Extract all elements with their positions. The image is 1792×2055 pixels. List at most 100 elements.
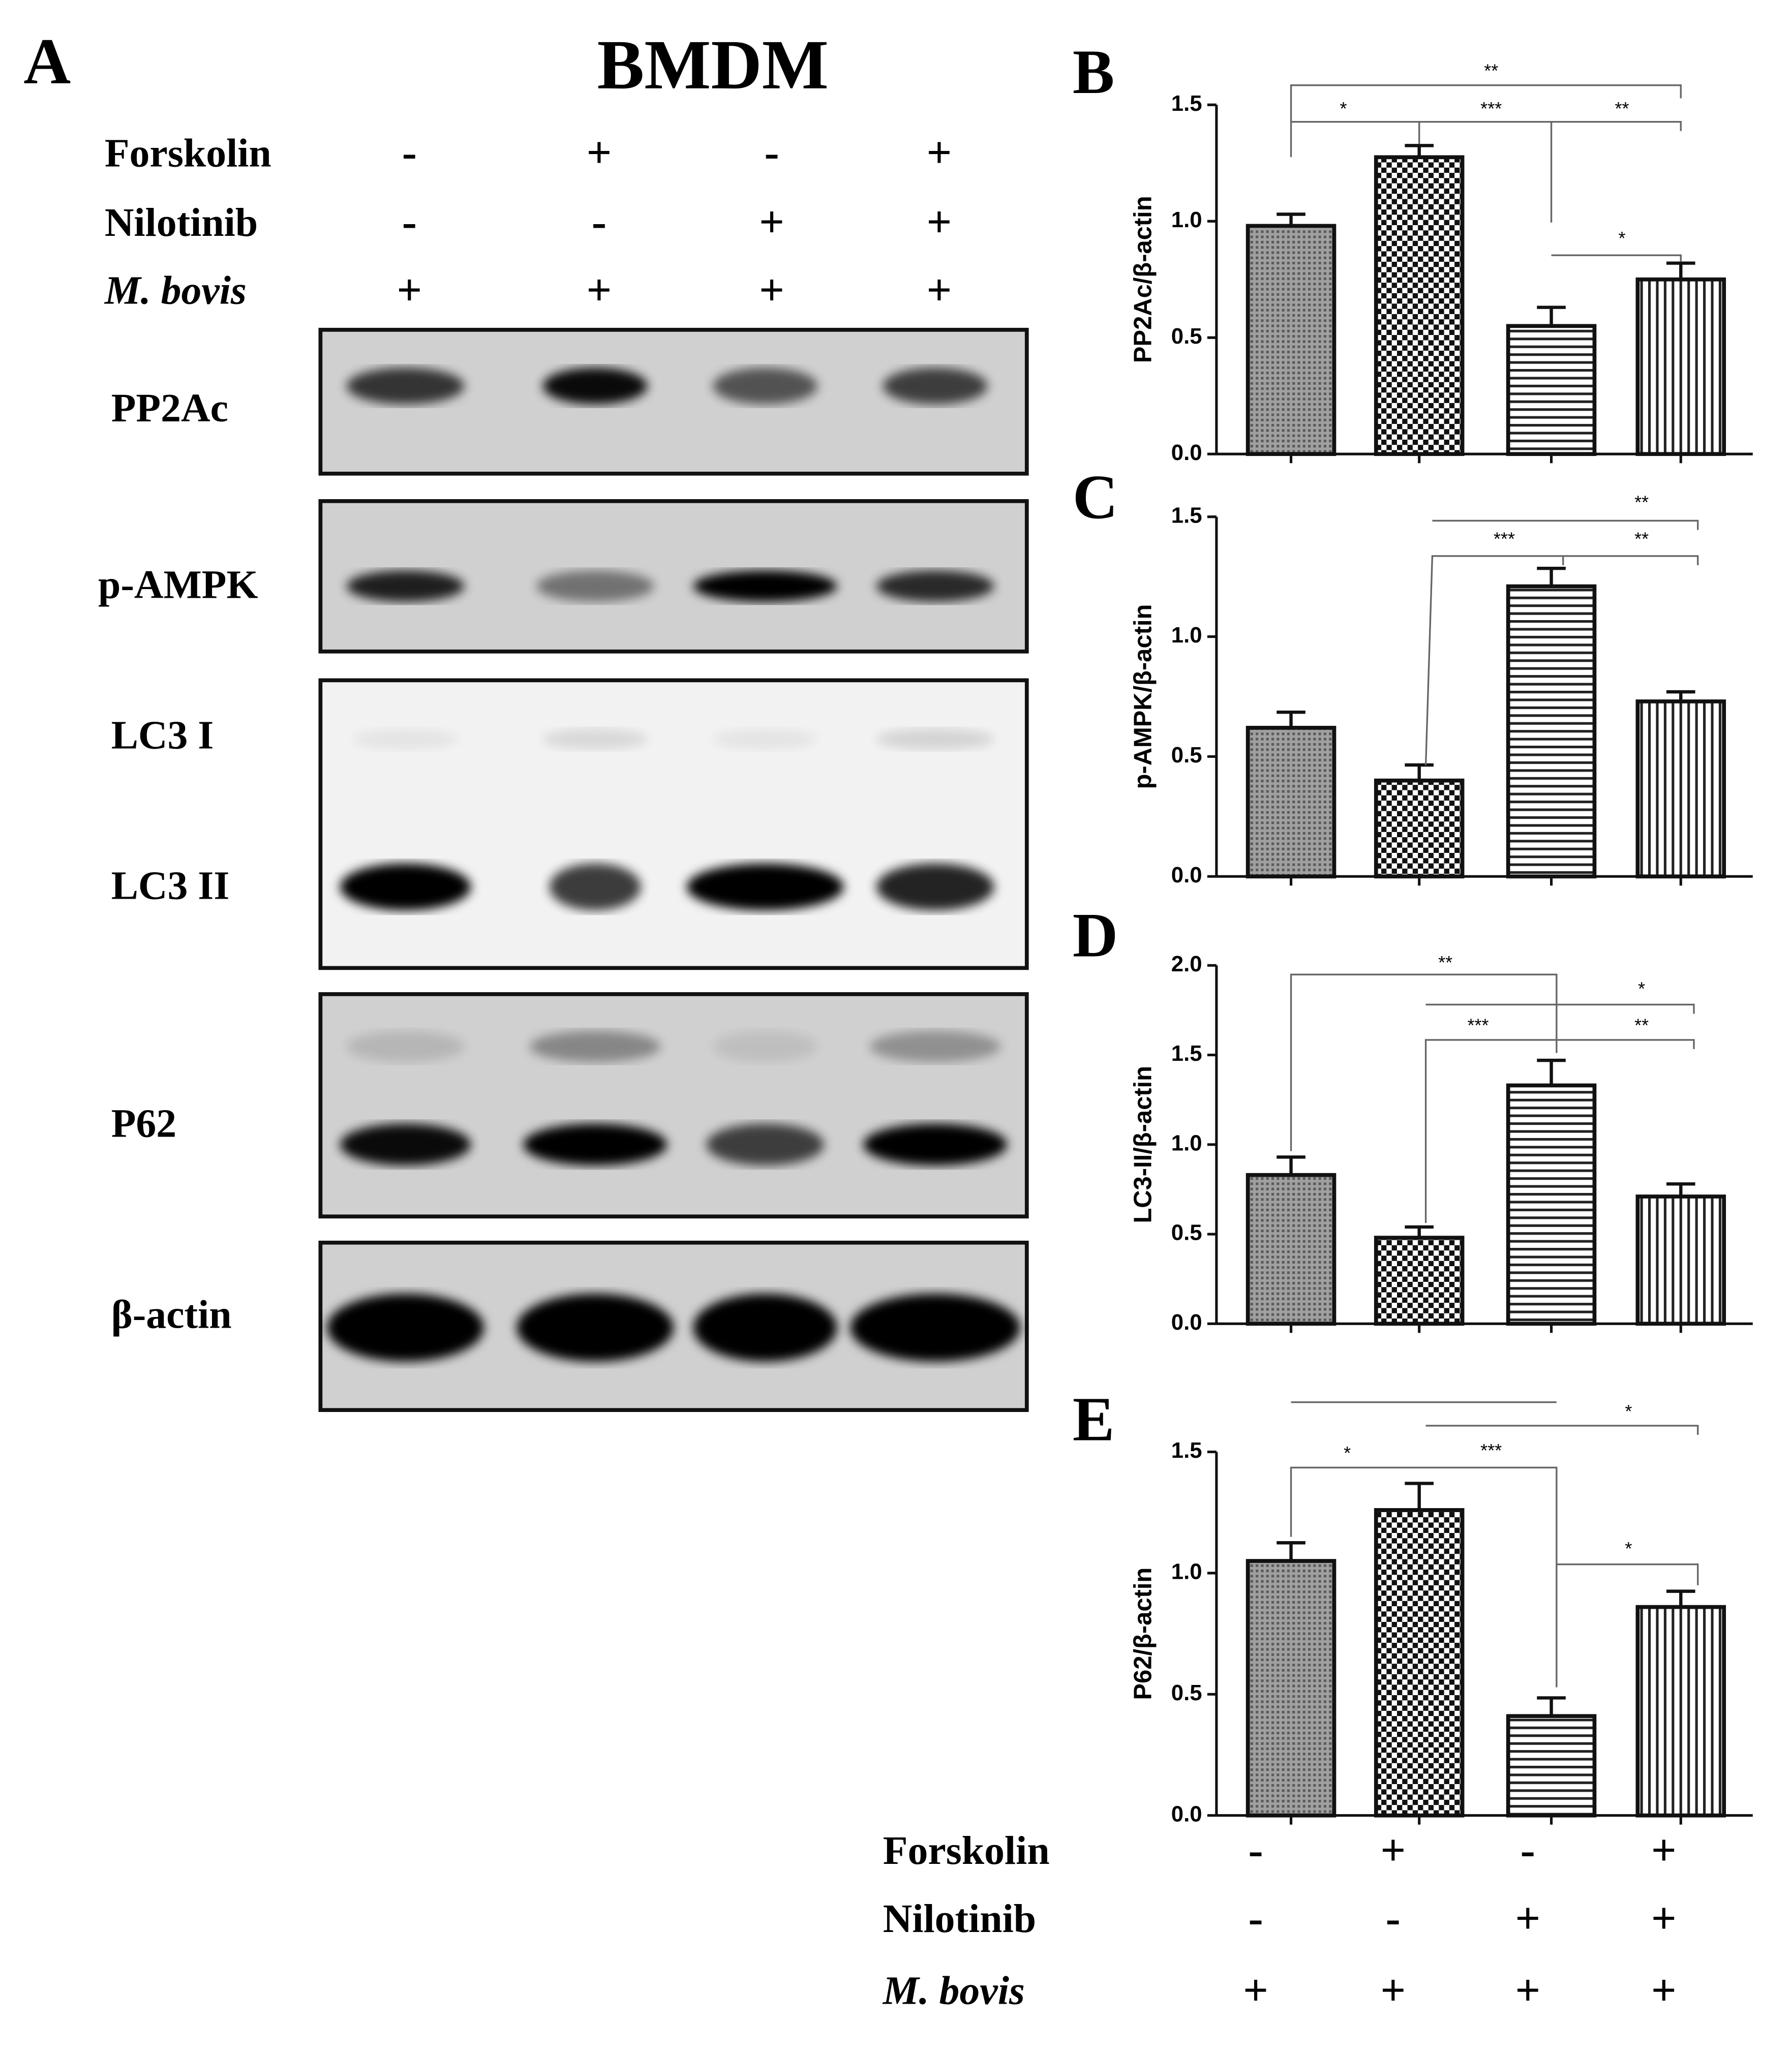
bar [1246,1559,1337,1818]
blot-band [542,367,648,405]
significance-label: *** [1467,1015,1489,1036]
panel-letter: D [1073,900,1118,970]
blot-label: LC3 II [111,863,230,908]
y-tick-label: 0.5 [1171,324,1202,349]
blot-band [686,863,844,911]
blot-band [863,1123,1008,1165]
bar [1506,584,1597,879]
treatment-sign: + [1651,1825,1677,1875]
y-axis-label: LC3-II/β-actin [1129,1066,1157,1223]
bar [1506,1714,1597,1818]
treatment-sign: + [1651,1965,1677,2014]
blot-band [523,1123,667,1165]
significance-bracket [1425,1425,1699,1435]
y-tick-label: 1.5 [1171,503,1202,528]
bar [1374,778,1465,879]
panel-letter: C [1073,462,1118,532]
treatment-sign: + [1243,1965,1268,2014]
significance-bracket [1551,254,1682,262]
blot-label: β-actin [111,1292,232,1337]
blot-band [353,728,458,750]
significance-label: * [1344,1443,1351,1463]
treatment-label: Forskolin [105,131,271,175]
treatment-sign: + [1515,1893,1540,1943]
y-axis-label: P62/β-actin [1129,1568,1157,1700]
blot-band [340,863,471,911]
blot-band [870,1030,1001,1062]
blot-label: PP2Ac [111,386,228,431]
bar [1635,1605,1726,1818]
treatment-sign: + [926,128,952,177]
blot [318,678,1029,970]
blot-band [346,570,465,602]
bar [1374,1508,1465,1818]
y-tick-label: 1.0 [1171,1130,1202,1155]
y-tick-label: 2.0 [1171,952,1202,976]
blot-band [693,1294,837,1362]
blot-band [713,1030,818,1062]
y-tick-label: 0.5 [1171,1680,1202,1705]
blot-band [536,570,654,602]
treatment-sign: + [926,197,952,247]
blot-band [340,1123,471,1165]
treatment-sign: - [764,128,779,177]
significance-label: *** [1494,529,1515,549]
significance-label: * [1638,978,1645,999]
bar [1246,224,1337,456]
treatment-sign: + [759,197,784,247]
blot-band [706,1123,824,1165]
blot-band [517,1294,674,1362]
bar [1246,725,1337,879]
significance-label: * [1618,228,1625,249]
significance-label: *** [1480,98,1502,119]
treatment-sign: + [1380,1965,1406,2014]
significance-label: ** [1484,60,1498,81]
blot-label: p-AMPK [98,563,258,607]
significance-bracket [1432,519,1699,530]
significance-label: ** [1634,1015,1649,1036]
treatment-sign: + [587,128,612,177]
bar [1635,277,1726,456]
significance-bracket [1556,1563,1699,1585]
treatment-label: Nilotinib [883,1896,1036,1941]
treatment-label: Forskolin [883,1828,1050,1873]
y-tick-label: 0.5 [1171,743,1202,768]
treatment-sign: - [1386,1893,1401,1943]
y-axis-label: PP2Ac/β-actin [1129,196,1157,363]
blot-band [850,1294,1020,1362]
bar [1374,155,1465,456]
blot-label: LC3 I [111,713,214,757]
treatment-sign: + [759,265,784,314]
treatment-sign: + [1515,1965,1540,2014]
treatment-sign: - [1521,1825,1535,1875]
y-axis-label: p-AMPK/β-actin [1129,604,1157,789]
significance-bracket [1290,1466,1558,1688]
blot-band [713,367,818,405]
significance-label: *** [1480,1440,1502,1461]
treatment-sign: - [402,128,417,177]
treatment-label: Nilotinib [105,200,258,245]
significance-bracket [1424,555,1699,765]
bar [1635,699,1726,879]
significance-bracket [1290,973,1558,1151]
panel-letter: E [1073,1384,1114,1454]
bar [1506,1083,1597,1326]
treatment-sign: + [397,265,422,314]
blot-band [713,728,818,750]
blot-band [876,570,994,602]
bar [1506,324,1597,456]
treatment-sign: - [1249,1825,1263,1875]
treatment-sign: + [1380,1825,1406,1875]
significance-label: ** [1615,98,1629,119]
panel-letter: A [23,25,71,98]
blot-band [876,863,994,911]
y-tick-label: 1.5 [1171,1041,1202,1066]
treatment-label: M. bovis [104,268,247,313]
treatment-label: M. bovis [882,1969,1025,2013]
significance-label: * [1625,1538,1632,1559]
y-tick-label: 1.0 [1171,207,1202,232]
y-tick-label: 0.0 [1171,440,1202,465]
treatment-sign: - [592,197,606,247]
blot-band [346,1030,465,1062]
